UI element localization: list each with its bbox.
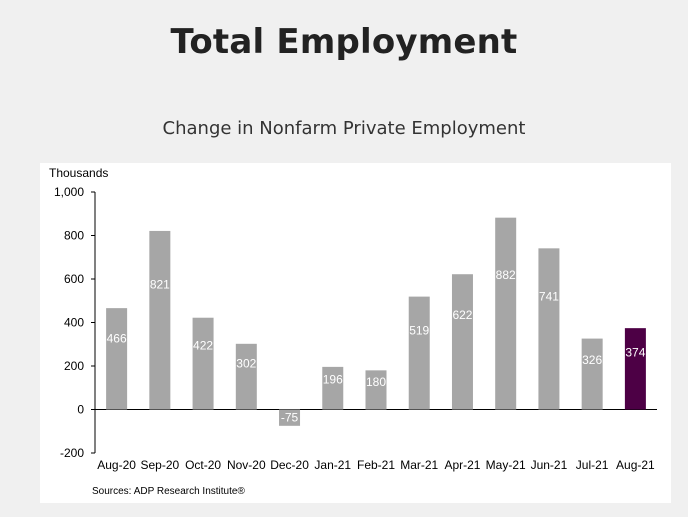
chart-panel: Thousands Sources: ADP Research Institut… bbox=[40, 163, 671, 503]
x-tick-label: Apr-21 bbox=[444, 458, 480, 472]
bar bbox=[279, 409, 301, 426]
y-tick-label: 800 bbox=[64, 229, 84, 243]
bar-value-label: 196 bbox=[323, 373, 343, 387]
x-tick-label: Oct-20 bbox=[185, 458, 221, 472]
x-tick-label: Jun-21 bbox=[531, 458, 568, 472]
y-tick-label: 1,000 bbox=[54, 185, 84, 199]
x-tick-label: Feb-21 bbox=[357, 458, 395, 472]
chart-subtitle: Change in Nonfarm Private Employment bbox=[162, 118, 526, 139]
bar bbox=[106, 308, 128, 410]
bar bbox=[322, 366, 344, 410]
bar-value-label: 882 bbox=[496, 268, 516, 282]
bar bbox=[538, 248, 560, 410]
bar-value-label: -75 bbox=[281, 411, 299, 425]
x-tick-label: Aug-20 bbox=[97, 458, 136, 472]
bar-value-label: 374 bbox=[625, 346, 645, 360]
bar bbox=[624, 328, 646, 410]
bar-value-label: 741 bbox=[539, 290, 559, 304]
bar-value-label: 422 bbox=[193, 338, 213, 352]
x-tick-label: Mar-21 bbox=[400, 458, 438, 472]
x-tick-label: Sep-20 bbox=[140, 458, 179, 472]
bar-value-label: 821 bbox=[150, 278, 170, 292]
chart-source: Sources: ADP Research Institute® bbox=[92, 486, 245, 497]
bar bbox=[192, 317, 214, 410]
x-tick-label: Aug-21 bbox=[616, 458, 655, 472]
bar bbox=[365, 370, 387, 410]
y-axis-title: Thousands bbox=[49, 166, 108, 180]
bar bbox=[581, 338, 603, 410]
bar-value-label: 326 bbox=[582, 353, 602, 367]
bar bbox=[235, 343, 257, 410]
page-title: Total Employment bbox=[170, 22, 518, 62]
x-tick-label: Dec-20 bbox=[270, 458, 309, 472]
bar-value-label: 302 bbox=[236, 357, 256, 371]
y-tick-label: 0 bbox=[77, 403, 84, 417]
bar bbox=[495, 217, 517, 410]
x-tick-label: Jul-21 bbox=[576, 458, 609, 472]
y-tick-label: -200 bbox=[60, 446, 84, 460]
y-tick-label: 200 bbox=[64, 359, 84, 373]
x-tick-label: Jan-21 bbox=[314, 458, 351, 472]
x-tick-label: Nov-20 bbox=[227, 458, 266, 472]
bar-value-label: 466 bbox=[107, 332, 127, 346]
bar bbox=[408, 296, 430, 410]
bar bbox=[149, 230, 171, 410]
y-tick-label: 600 bbox=[64, 272, 84, 286]
x-tick-label: May-21 bbox=[486, 458, 526, 472]
bar-value-label: 622 bbox=[452, 308, 472, 322]
y-tick-label: 400 bbox=[64, 316, 84, 330]
bar-value-label: 519 bbox=[409, 323, 429, 337]
bar-value-label: 180 bbox=[366, 375, 386, 389]
bar bbox=[451, 274, 473, 410]
employment-bar-chart: Thousands Sources: ADP Research Institut… bbox=[49, 166, 657, 497]
